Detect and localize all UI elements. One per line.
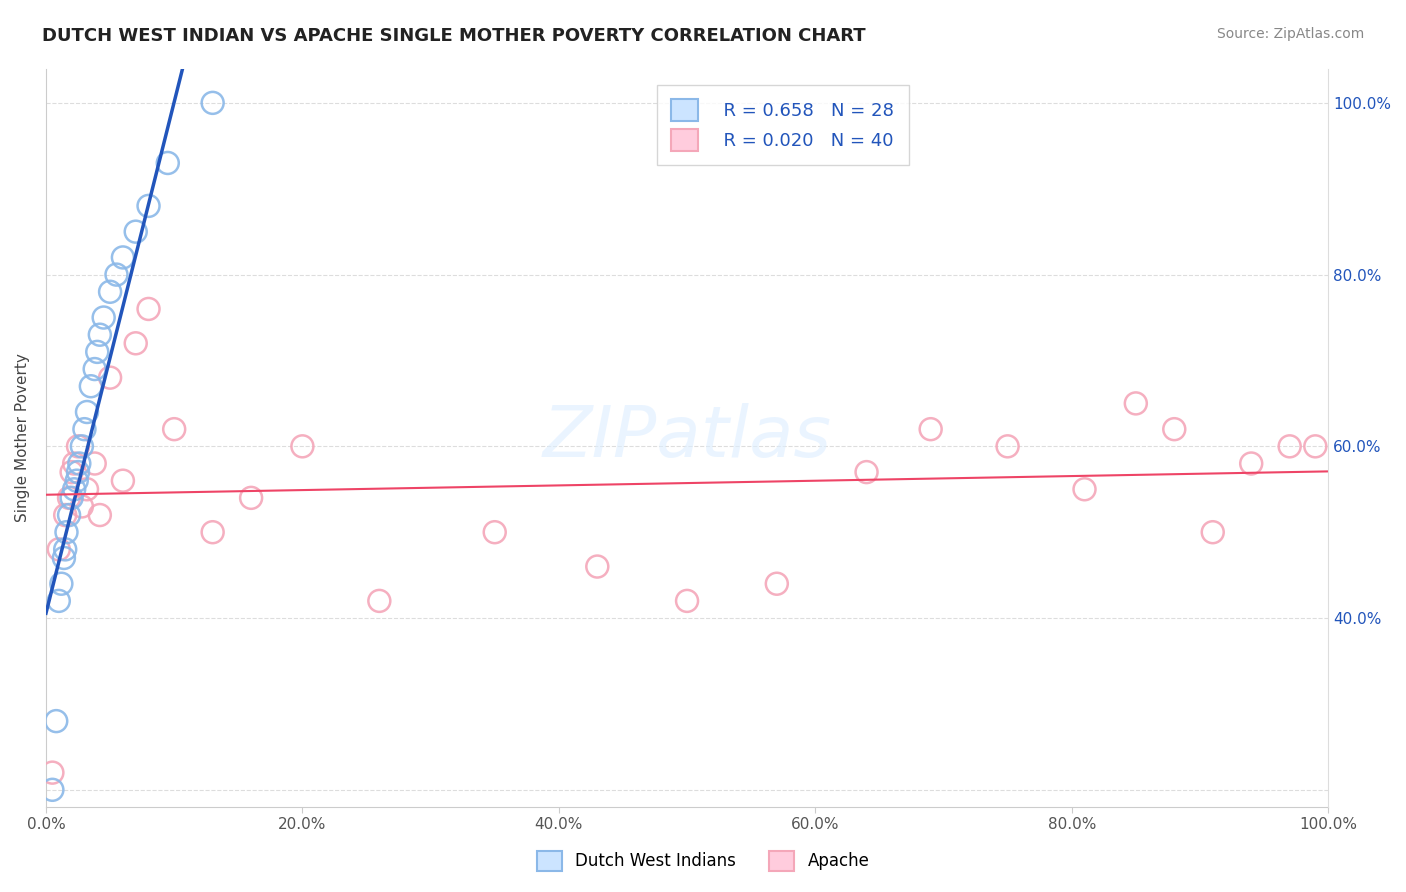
Point bbox=[201, 95, 224, 110]
Point bbox=[83, 362, 105, 376]
Point bbox=[70, 439, 93, 453]
Point bbox=[1073, 483, 1095, 497]
Point bbox=[201, 525, 224, 540]
Point bbox=[1305, 439, 1327, 453]
Point bbox=[89, 327, 111, 342]
Point bbox=[1278, 439, 1301, 453]
Point bbox=[53, 542, 76, 557]
Point bbox=[240, 491, 263, 505]
Point bbox=[855, 465, 877, 479]
Point bbox=[997, 439, 1019, 453]
Point bbox=[125, 225, 148, 239]
Point bbox=[70, 500, 93, 514]
Point bbox=[48, 542, 70, 557]
Point bbox=[1163, 422, 1185, 436]
Point bbox=[60, 465, 83, 479]
Text: Source: ZipAtlas.com: Source: ZipAtlas.com bbox=[1216, 27, 1364, 41]
Point bbox=[60, 491, 83, 505]
Point bbox=[86, 344, 108, 359]
Point bbox=[163, 422, 186, 436]
Point bbox=[41, 765, 63, 780]
Point bbox=[67, 457, 90, 471]
Point bbox=[51, 576, 73, 591]
Point bbox=[76, 483, 98, 497]
Point bbox=[765, 576, 787, 591]
Point bbox=[89, 508, 111, 522]
Point bbox=[138, 301, 160, 316]
Point bbox=[1202, 525, 1225, 540]
Point bbox=[41, 782, 63, 797]
Point bbox=[484, 525, 506, 540]
Point bbox=[58, 491, 80, 505]
Y-axis label: Single Mother Poverty: Single Mother Poverty bbox=[15, 353, 30, 522]
Point bbox=[52, 551, 75, 566]
Point bbox=[125, 336, 148, 351]
Point bbox=[105, 268, 128, 282]
Legend: Dutch West Indians, Apache: Dutch West Indians, Apache bbox=[529, 842, 877, 880]
Point bbox=[63, 483, 86, 497]
Point bbox=[586, 559, 609, 574]
Point bbox=[45, 714, 67, 728]
Point bbox=[1125, 396, 1147, 410]
Point bbox=[156, 156, 179, 170]
Point bbox=[98, 285, 121, 299]
Point bbox=[73, 422, 96, 436]
Point bbox=[291, 439, 314, 453]
Text: DUTCH WEST INDIAN VS APACHE SINGLE MOTHER POVERTY CORRELATION CHART: DUTCH WEST INDIAN VS APACHE SINGLE MOTHE… bbox=[42, 27, 866, 45]
Point bbox=[55, 525, 77, 540]
Text: ZIPatlas: ZIPatlas bbox=[543, 403, 831, 472]
Point bbox=[76, 405, 98, 419]
Point bbox=[93, 310, 115, 325]
Point bbox=[111, 474, 134, 488]
Point bbox=[66, 474, 89, 488]
Point bbox=[138, 199, 160, 213]
Point bbox=[63, 457, 86, 471]
Point bbox=[676, 594, 699, 608]
Point bbox=[98, 370, 121, 384]
Point bbox=[1240, 457, 1263, 471]
Point bbox=[48, 594, 70, 608]
Point bbox=[66, 439, 89, 453]
Point bbox=[80, 379, 103, 393]
Point bbox=[83, 457, 105, 471]
Legend:   R = 0.658   N = 28,   R = 0.020   N = 40: R = 0.658 N = 28, R = 0.020 N = 40 bbox=[657, 85, 908, 165]
Point bbox=[58, 508, 80, 522]
Point bbox=[920, 422, 942, 436]
Point bbox=[111, 251, 134, 265]
Point bbox=[66, 465, 89, 479]
Point bbox=[368, 594, 391, 608]
Point bbox=[53, 508, 76, 522]
